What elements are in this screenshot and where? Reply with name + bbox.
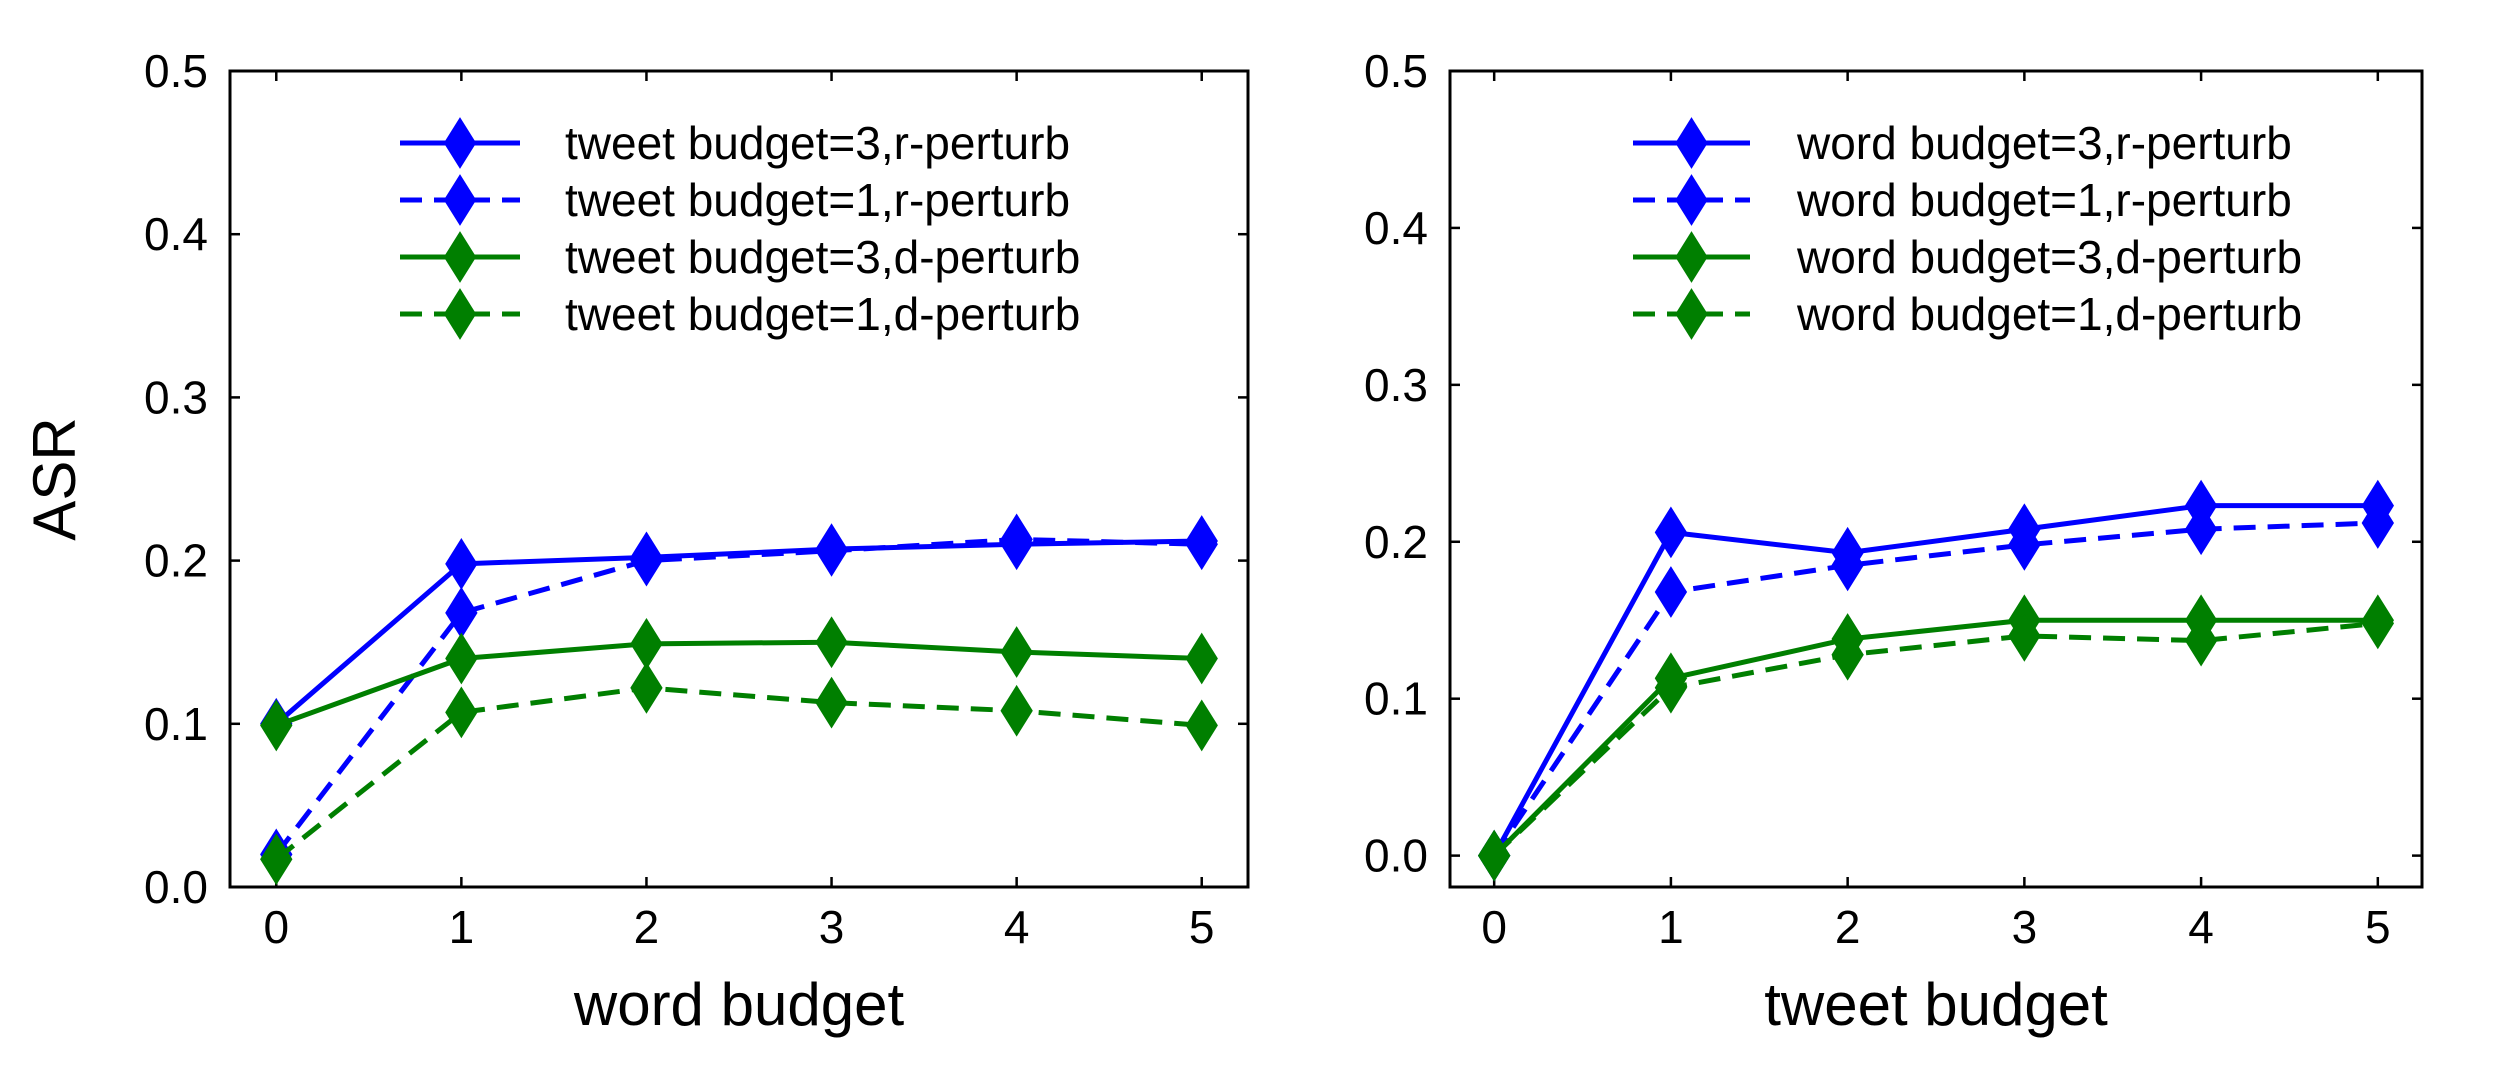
legend-label: tweet budget=1,d-perturb [565, 288, 1080, 340]
legend-label: word budget=3,r-perturb [1796, 117, 2292, 169]
data-point [445, 632, 478, 685]
legend-marker [443, 117, 477, 169]
y-tick-label: 0.4 [144, 208, 208, 260]
x-tick-label: 4 [1004, 901, 1030, 953]
x-tick-label: 3 [819, 901, 845, 953]
y-tick-label: 0.5 [1364, 45, 1428, 97]
legend-label: tweet budget=3,r-perturb [565, 117, 1070, 169]
x-tick-label: 5 [1189, 901, 1215, 953]
y-tick-label: 0.0 [144, 861, 208, 913]
x-axis-label: tweet budget [1764, 971, 2108, 1038]
data-point [1000, 684, 1033, 737]
x-tick-label: 5 [2365, 901, 2391, 953]
data-point [1000, 513, 1033, 566]
y-tick-label: 0.1 [1364, 673, 1428, 725]
data-point [2008, 610, 2041, 662]
data-point [2361, 497, 2394, 549]
legend-label: word budget=1,r-perturb [1796, 174, 2292, 226]
data-point [1185, 518, 1218, 571]
data-point [2008, 519, 2041, 571]
y-tick-label: 0.2 [144, 535, 208, 587]
data-point [815, 676, 848, 729]
series-line [1492, 620, 2379, 858]
x-tick-label: 2 [634, 901, 660, 953]
data-point [2184, 503, 2218, 556]
data-point [1654, 661, 1688, 714]
data-point [1185, 699, 1218, 752]
y-axis-label: ASR [21, 417, 88, 540]
data-point [1185, 632, 1218, 685]
series-line [275, 639, 1202, 728]
plot-frame [1448, 69, 2424, 889]
x-tick-label: 0 [1481, 901, 1507, 953]
series-line [1492, 520, 2378, 858]
legend-marker [443, 174, 477, 226]
data-point [445, 686, 478, 739]
data-point [1478, 829, 1511, 882]
x-axis-label: word budget [573, 971, 905, 1038]
data-point [2361, 597, 2394, 650]
x-tick-label: 1 [1658, 901, 1684, 953]
legend-marker [1675, 288, 1708, 340]
series-1 [1478, 479, 2394, 882]
y-tick-label: 0.1 [144, 698, 208, 750]
y-tick-label: 0.0 [1364, 830, 1428, 882]
data-point [260, 833, 293, 886]
data-point [630, 534, 663, 587]
y-tick-label: 0.2 [1364, 516, 1428, 568]
data-point [445, 537, 478, 590]
x-tick-label: 1 [449, 901, 475, 953]
series-line [274, 536, 1202, 856]
x-tick-label: 2 [1835, 901, 1861, 953]
data-point [815, 616, 848, 669]
series-4 [260, 662, 1218, 886]
x-tick-label: 0 [263, 901, 289, 953]
series-4 [1478, 597, 2394, 882]
legend-label: tweet budget=3,d-perturb [565, 231, 1080, 283]
legend-label: tweet budget=1,r-perturb [565, 174, 1070, 226]
data-point [630, 617, 663, 670]
chart-panel-1: 0 1 2 3 4 5 0.0 0.1 0.2 0.3 0.4 0.5 word budget ASR tw… [21, 45, 1250, 1038]
data-point [2184, 614, 2218, 667]
legend-marker [1675, 174, 1708, 226]
series-3 [1478, 594, 2394, 882]
series-line [274, 685, 1202, 862]
y-tick-label: 0.3 [144, 371, 208, 423]
legend-marker [443, 231, 477, 283]
series-line [1492, 617, 2378, 858]
data-point [1654, 566, 1688, 618]
legend-marker [1675, 117, 1708, 169]
series-3 [260, 616, 1218, 752]
data-point [1831, 539, 1864, 592]
y-tick-label: 0.3 [1364, 359, 1428, 411]
data-point [1000, 626, 1033, 678]
y-tick-label: 0.4 [1364, 202, 1428, 254]
data-point [1654, 506, 1688, 559]
legend-label: word budget=1,d-perturb [1796, 288, 2302, 340]
chart-panel-2: 0 1 2 3 4 5 0.0 0.1 0.2 0.3 0.4 0.5 tweet budget word… [1364, 45, 2424, 1038]
data-point [1831, 628, 1864, 681]
plot-frame [228, 69, 1250, 889]
series-2 [1478, 497, 2394, 882]
y-tick-label: 0.5 [144, 45, 208, 97]
data-point [260, 699, 293, 752]
legend-label: word budget=3,d-perturb [1796, 231, 2302, 283]
x-tick-label: 4 [2188, 901, 2214, 953]
series-line [1491, 503, 2378, 857]
data-point [815, 524, 848, 577]
legend-marker [443, 288, 477, 340]
x-tick-label: 3 [2012, 901, 2038, 953]
legend-marker [1675, 231, 1708, 283]
data-point [630, 662, 663, 714]
